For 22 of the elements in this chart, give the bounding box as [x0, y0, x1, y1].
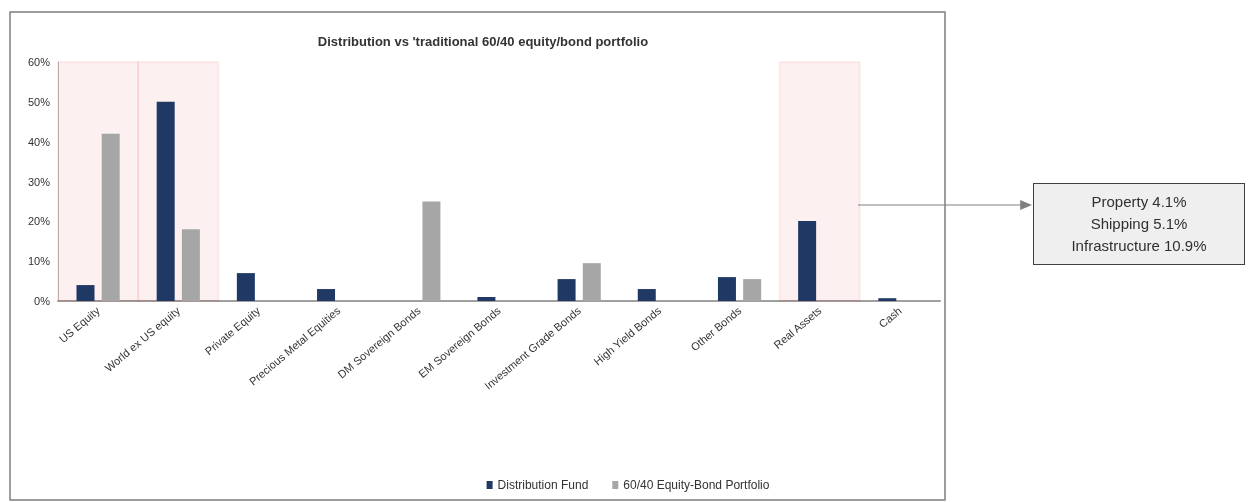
legend-label: Distribution Fund — [497, 478, 589, 492]
y-tick-label: 30% — [27, 175, 51, 188]
bar — [798, 220, 817, 301]
bar — [317, 289, 336, 301]
x-tick-label: Cash — [876, 304, 904, 331]
y-tick-label: 60% — [27, 56, 51, 68]
bar — [557, 279, 576, 301]
bar — [717, 277, 736, 301]
bar — [76, 285, 95, 301]
y-tick-label: 40% — [27, 135, 51, 148]
bar — [637, 289, 656, 301]
y-tick-label: 50% — [27, 95, 51, 108]
bar — [236, 273, 255, 301]
legend-label: 60/40 Equity-Bond Portfolio — [623, 478, 770, 492]
y-tick-label: 0% — [34, 295, 51, 307]
bar — [878, 298, 897, 301]
bar — [156, 101, 175, 301]
y-tick-label: 10% — [27, 255, 51, 268]
note-box: Property 4.1% Shipping 5.1% Infrastructure 10.9% — [1033, 183, 1245, 265]
chart-title: Distribution vs 'traditional 60/40 equity/bond portfolio — [317, 34, 649, 49]
bar — [477, 297, 496, 301]
y-tick-label: 20% — [27, 215, 51, 228]
